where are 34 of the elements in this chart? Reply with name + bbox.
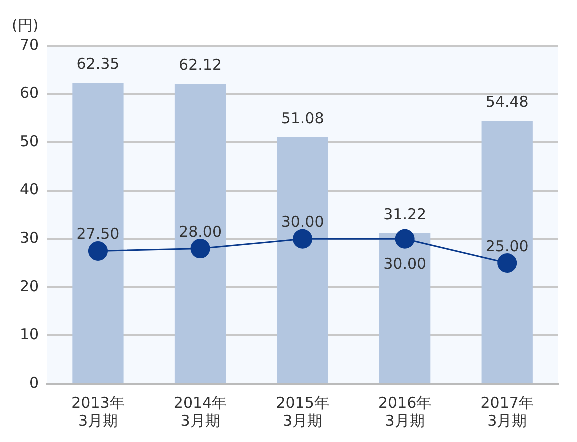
x-tick-label: 2013年 3月期: [72, 394, 125, 430]
x-tick-label: 2016年 3月期: [378, 394, 432, 430]
y-tick-label: 40: [20, 180, 40, 199]
y-tick-label: 10: [20, 326, 40, 344]
data-label: 51.08: [281, 109, 324, 128]
y-tick-label: 60: [20, 84, 40, 102]
point: [395, 229, 415, 249]
y-tick-label: 70: [20, 36, 40, 54]
bar: [380, 233, 431, 383]
y-tick-label: 50: [20, 132, 40, 150]
y-tick-label: 30: [20, 229, 40, 248]
x-tick-label: 2015年 3月期: [276, 394, 330, 430]
x-tick-label: 2017年 3月期: [480, 394, 534, 430]
data-label: 30.00: [384, 255, 427, 274]
data-label: 27.50: [76, 225, 120, 244]
data-label: 62.35: [76, 54, 120, 73]
bar: [72, 82, 124, 383]
data-label: 54.48: [486, 92, 529, 111]
point: [88, 241, 108, 261]
y-axis-title: (円): [12, 16, 39, 34]
bar: [174, 84, 226, 383]
point: [293, 229, 313, 249]
x-tick-label: 2014年 3月期: [174, 394, 228, 430]
y-tick-label: 20: [20, 277, 40, 296]
bar: [482, 120, 533, 383]
data-label: 28.00: [179, 222, 222, 241]
data-label: 30.00: [281, 213, 324, 232]
data-label: 31.22: [384, 205, 427, 224]
data-label: 62.12: [179, 56, 222, 74]
point: [498, 254, 518, 274]
bar: [277, 137, 328, 383]
y-tick-label: 0: [30, 374, 40, 392]
point: [190, 239, 210, 259]
data-label: 25.00: [486, 237, 529, 256]
